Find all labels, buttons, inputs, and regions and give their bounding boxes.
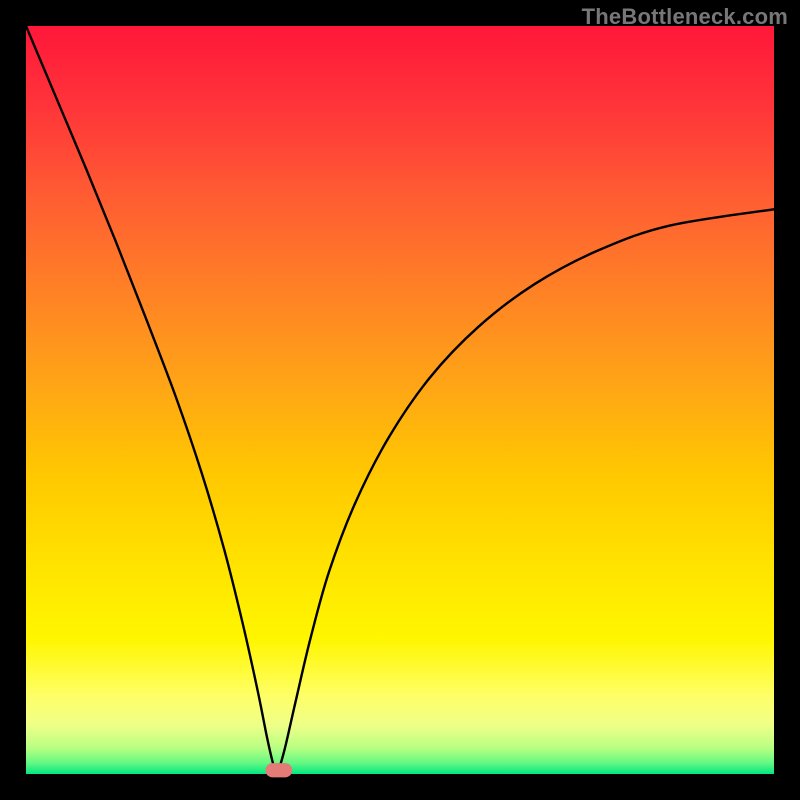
optimal-marker [265,763,292,777]
bottleneck-chart [0,0,800,800]
watermark-text: TheBottleneck.com [582,4,788,30]
chart-frame: TheBottleneck.com [0,0,800,800]
plot-area [26,26,774,774]
